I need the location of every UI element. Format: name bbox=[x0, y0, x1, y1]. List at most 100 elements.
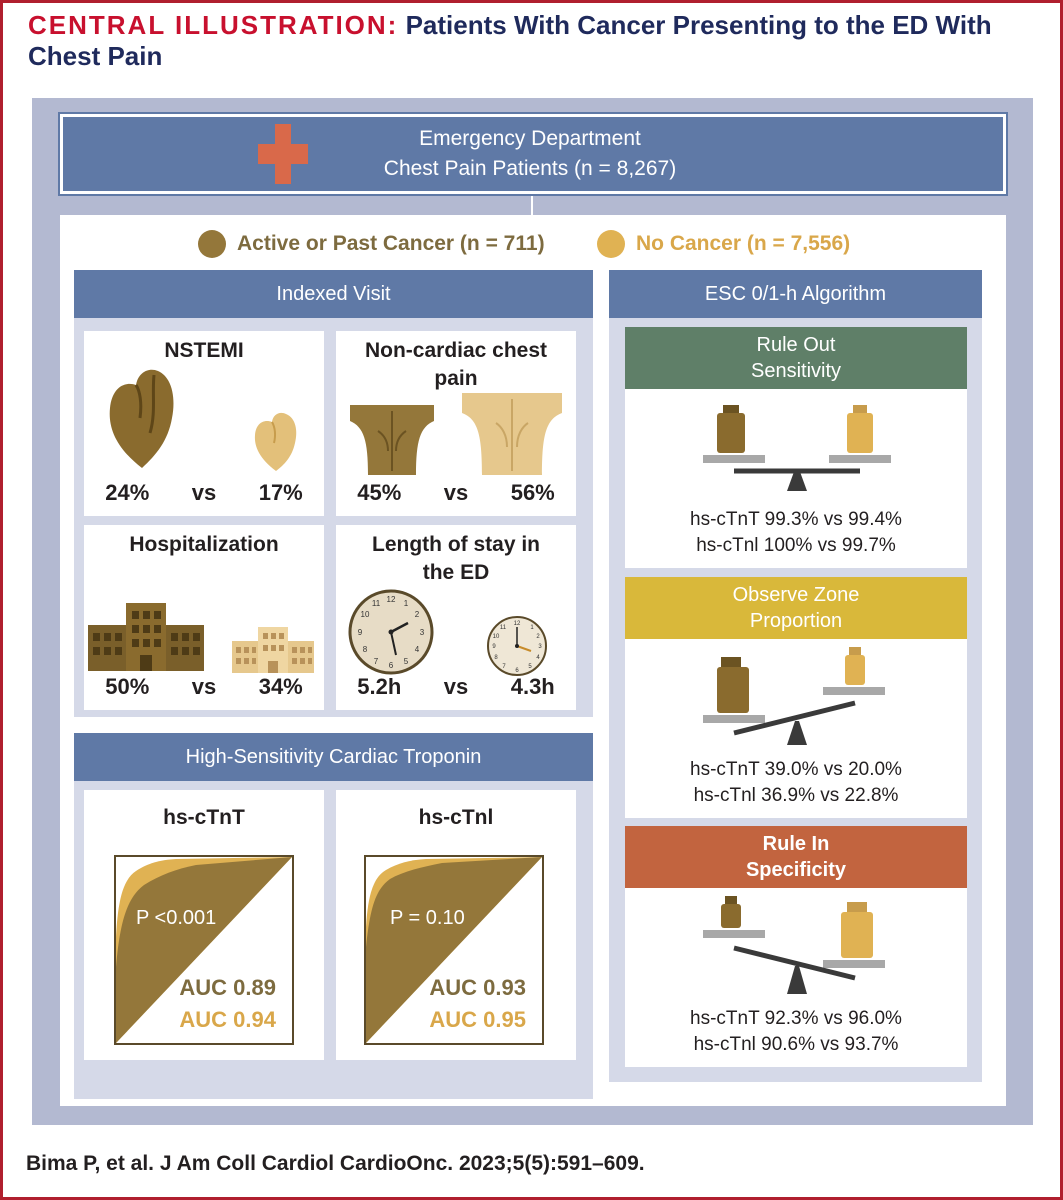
svg-text:12: 12 bbox=[387, 595, 396, 604]
legend-dot-no-cancer bbox=[597, 230, 625, 258]
hs-ctni-roc-plot: P = 0.10 AUC 0.93 AUC 0.95 bbox=[364, 855, 544, 1045]
indexed-visit-heading: Indexed Visit bbox=[74, 270, 593, 318]
hospital-large-icon bbox=[88, 603, 204, 671]
hospitalization-cell: Hospitalization 50% vs bbox=[84, 525, 324, 710]
length-of-stay-values: 5.2h vs 4.3h bbox=[336, 674, 576, 700]
torso-no-cancer-icon bbox=[462, 393, 562, 475]
svg-text:9: 9 bbox=[492, 644, 496, 650]
svg-text:3: 3 bbox=[420, 628, 425, 637]
svg-text:5: 5 bbox=[528, 664, 532, 670]
hs-ctnt-roc-curves bbox=[116, 857, 292, 1043]
svg-text:4: 4 bbox=[415, 645, 420, 654]
observe-zone-line2: hs-cTnl 36.9% vs 22.8% bbox=[693, 785, 899, 806]
rule-in-line2: hs-cTnl 90.6% vs 93.7% bbox=[693, 1034, 899, 1055]
svg-text:8: 8 bbox=[494, 655, 498, 661]
hs-ctnt-p-value: P <0.001 bbox=[136, 907, 217, 929]
ed-header-line2: Chest Pain Patients (n = 8,267) bbox=[383, 157, 677, 180]
svg-text:1: 1 bbox=[404, 599, 409, 608]
rule-in-scale-icon bbox=[703, 896, 885, 994]
length-of-stay-cancer-value: 5.2h bbox=[357, 674, 402, 699]
ed-header bbox=[58, 112, 1008, 196]
noncardiac-cell: Non-cardiac chest pain 45% vs 56% bbox=[336, 331, 576, 516]
length-of-stay-label: Length of stay in the ED bbox=[372, 533, 540, 584]
length-of-stay-vs: vs bbox=[443, 674, 469, 699]
svg-text:2: 2 bbox=[415, 610, 420, 619]
svg-text:3: 3 bbox=[538, 644, 542, 650]
hs-ctni-auc-cancer: AUC 0.93 bbox=[429, 975, 526, 1000]
svg-text:12: 12 bbox=[514, 621, 521, 627]
nstemi-vs: vs bbox=[191, 480, 217, 505]
troponin-heading: High-Sensitivity Cardiac Troponin bbox=[74, 733, 593, 781]
svg-text:4: 4 bbox=[536, 655, 540, 661]
rule-out-line2: hs-cTnl 100% vs 99.7% bbox=[696, 535, 896, 556]
hs-ctni-cell: hs-cTnl P = 0.10 AUC 0.93 AUC 0.95 bbox=[336, 790, 576, 1060]
ed-header-line1: Emergency Department bbox=[419, 127, 641, 150]
observe-zone-box: Observe Zone Proportion hs-cTnT 39.0% vs… bbox=[625, 577, 967, 818]
rule-in-title1: Rule In bbox=[762, 833, 830, 855]
svg-text:6: 6 bbox=[389, 661, 394, 670]
rule-in-heading: Rule In Specificity bbox=[625, 826, 967, 888]
hospitalization-values: 50% vs 34% bbox=[84, 674, 324, 700]
svg-text:7: 7 bbox=[502, 664, 506, 670]
legend-cancer: Active or Past Cancer (n = 711) bbox=[198, 230, 545, 258]
esc-heading: ESC 0/1-h Algorithm bbox=[609, 270, 982, 318]
medical-cross-icon bbox=[258, 124, 308, 184]
hs-ctnt-roc-plot: P <0.001 AUC 0.89 AUC 0.94 bbox=[114, 855, 294, 1045]
hs-ctni-roc-curves bbox=[366, 857, 542, 1043]
observe-zone-title2: Proportion bbox=[749, 610, 843, 632]
heart-large-icon bbox=[109, 369, 174, 468]
hs-ctnt-cell: hs-cTnT P <0.001 AUC 0.89 AUC 0.94 bbox=[84, 790, 324, 1060]
legend-dot-cancer bbox=[198, 230, 226, 258]
nstemi-values: 24% vs 17% bbox=[84, 480, 324, 506]
svg-text:9: 9 bbox=[358, 628, 363, 637]
svg-text:11: 11 bbox=[372, 599, 381, 608]
observe-zone-line1: hs-cTnT 39.0% vs 20.0% bbox=[690, 759, 902, 780]
observe-zone-scale-icon bbox=[703, 647, 885, 745]
nstemi-no-cancer-value: 17% bbox=[258, 480, 303, 505]
rule-out-scale-icon bbox=[703, 405, 891, 491]
hs-ctni-label: hs-cTnl bbox=[418, 806, 494, 829]
noncardiac-label: Non-cardiac chest pain bbox=[364, 339, 548, 390]
svg-text:5: 5 bbox=[404, 657, 409, 666]
noncardiac-no-cancer-value: 56% bbox=[510, 480, 555, 505]
rule-out-line1: hs-cTnT 99.3% vs 99.4% bbox=[690, 509, 902, 530]
length-of-stay-no-cancer-value: 4.3h bbox=[510, 674, 555, 699]
nstemi-label: NSTEMI bbox=[164, 339, 244, 362]
rule-in-line1: hs-cTnT 92.3% vs 96.0% bbox=[690, 1008, 902, 1029]
noncardiac-cancer-value: 45% bbox=[357, 480, 402, 505]
hospitalization-vs: vs bbox=[191, 674, 217, 699]
hs-ctni-auc-no-cancer: AUC 0.95 bbox=[429, 1007, 526, 1032]
hs-ctnt-auc-cancer: AUC 0.89 bbox=[179, 975, 276, 1000]
observe-zone-heading: Observe Zone Proportion bbox=[625, 577, 967, 639]
svg-text:7: 7 bbox=[374, 657, 379, 666]
noncardiac-values: 45% vs 56% bbox=[336, 480, 576, 506]
torso-cancer-icon bbox=[350, 405, 434, 475]
title-text: Patients With Cancer Presenting to the E… bbox=[28, 10, 992, 71]
observe-zone-title1: Observe Zone bbox=[732, 584, 860, 606]
svg-text:11: 11 bbox=[500, 625, 507, 631]
hospitalization-label: Hospitalization bbox=[129, 533, 279, 556]
heart-small-icon bbox=[254, 412, 297, 471]
nstemi-cancer-value: 24% bbox=[105, 480, 150, 505]
hs-ctni-p-value: P = 0.10 bbox=[390, 907, 465, 929]
hospitalization-cancer-value: 50% bbox=[105, 674, 150, 699]
svg-text:2: 2 bbox=[536, 634, 540, 640]
rule-in-box: Rule In Specificity hs-cTnT 92.3% vs 96.… bbox=[625, 826, 967, 1067]
noncardiac-vs: vs bbox=[443, 480, 469, 505]
rule-out-box: Rule Out Sensitivity hs-cTnT 99.3% vs 99… bbox=[625, 327, 967, 568]
citation: Bima P, et al. J Am Coll Cardiol CardioO… bbox=[26, 1152, 645, 1175]
hospitalization-no-cancer-value: 34% bbox=[258, 674, 303, 699]
page-title: CENTRAL ILLUSTRATION: Patients With Canc… bbox=[28, 10, 1048, 72]
svg-text:10: 10 bbox=[361, 610, 370, 619]
hs-ctnt-label: hs-cTnT bbox=[163, 806, 245, 829]
rule-out-title2: Sensitivity bbox=[750, 360, 842, 382]
rule-in-title2: Specificity bbox=[745, 859, 847, 881]
connector-line bbox=[531, 196, 533, 216]
svg-text:6: 6 bbox=[515, 668, 519, 674]
nstemi-cell: NSTEMI 24% vs 17% bbox=[84, 331, 324, 516]
rule-out-title1: Rule Out bbox=[756, 334, 836, 356]
legend-label-no-cancer: No Cancer (n = 7,556) bbox=[636, 232, 851, 255]
